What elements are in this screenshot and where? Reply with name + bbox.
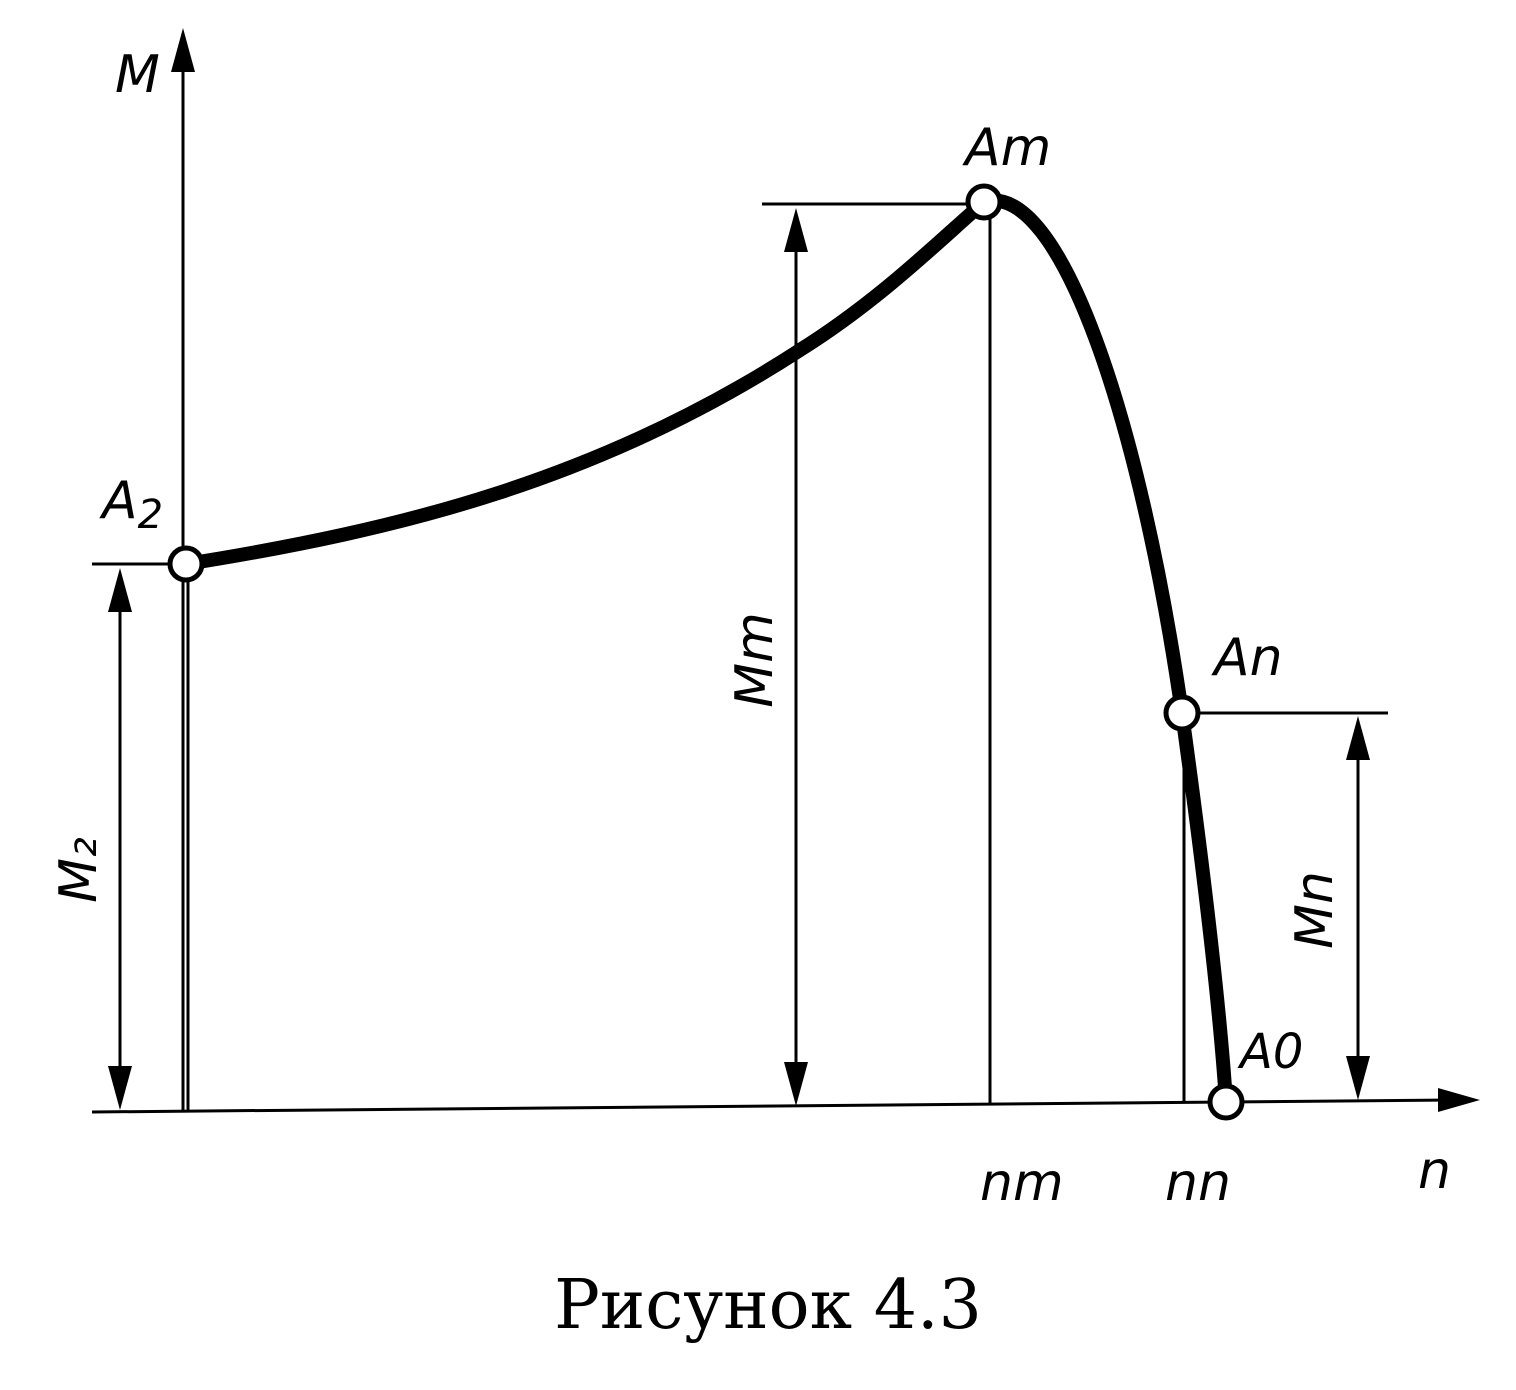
point-an-marker bbox=[1163, 694, 1201, 732]
x-axis-arrow bbox=[1438, 1088, 1480, 1112]
point-a0-label: A0 bbox=[1237, 1024, 1303, 1080]
dimension-mn bbox=[1346, 716, 1370, 1100]
y-axis-label: M bbox=[115, 45, 160, 105]
dimension-arrow-m2-top bbox=[108, 568, 132, 612]
point-an-label: An bbox=[1211, 628, 1283, 688]
dimension-m2 bbox=[108, 568, 132, 1110]
dimension-m2-label: M₂ bbox=[49, 837, 109, 903]
y-axis-arrow bbox=[171, 28, 195, 72]
tick-nn-label: nn bbox=[1165, 1153, 1231, 1213]
dimension-arrow-mn-bottom bbox=[1346, 1056, 1370, 1100]
dimension-arrow-mm-top bbox=[784, 208, 808, 252]
tick-nm-label: nm bbox=[980, 1153, 1064, 1213]
point-am-marker bbox=[965, 183, 1003, 221]
x-axis-label: n bbox=[1418, 1141, 1451, 1201]
dimension-mm bbox=[784, 208, 808, 1106]
dimension-arrow-mm-bottom bbox=[784, 1062, 808, 1106]
dimension-arrow-mn-top bbox=[1346, 716, 1370, 760]
dimension-mn-label: Mn bbox=[1285, 871, 1345, 949]
axes bbox=[91, 28, 1480, 1114]
point-a0-marker bbox=[1207, 1083, 1245, 1121]
x-axis bbox=[91, 1098, 1453, 1114]
drop-lines bbox=[186, 206, 1186, 1112]
dimension-arrow-m2-bottom bbox=[108, 1066, 132, 1110]
point-a2-marker bbox=[167, 545, 205, 583]
figure-caption: Рисунок 4.3 bbox=[554, 1266, 982, 1345]
point-am-label: Am bbox=[962, 118, 1051, 178]
dimension-mm-label: Mm bbox=[725, 612, 785, 708]
torque-curve bbox=[179, 193, 1233, 1109]
point-a2-label: A2 bbox=[99, 471, 163, 538]
curve-points bbox=[167, 183, 1245, 1121]
